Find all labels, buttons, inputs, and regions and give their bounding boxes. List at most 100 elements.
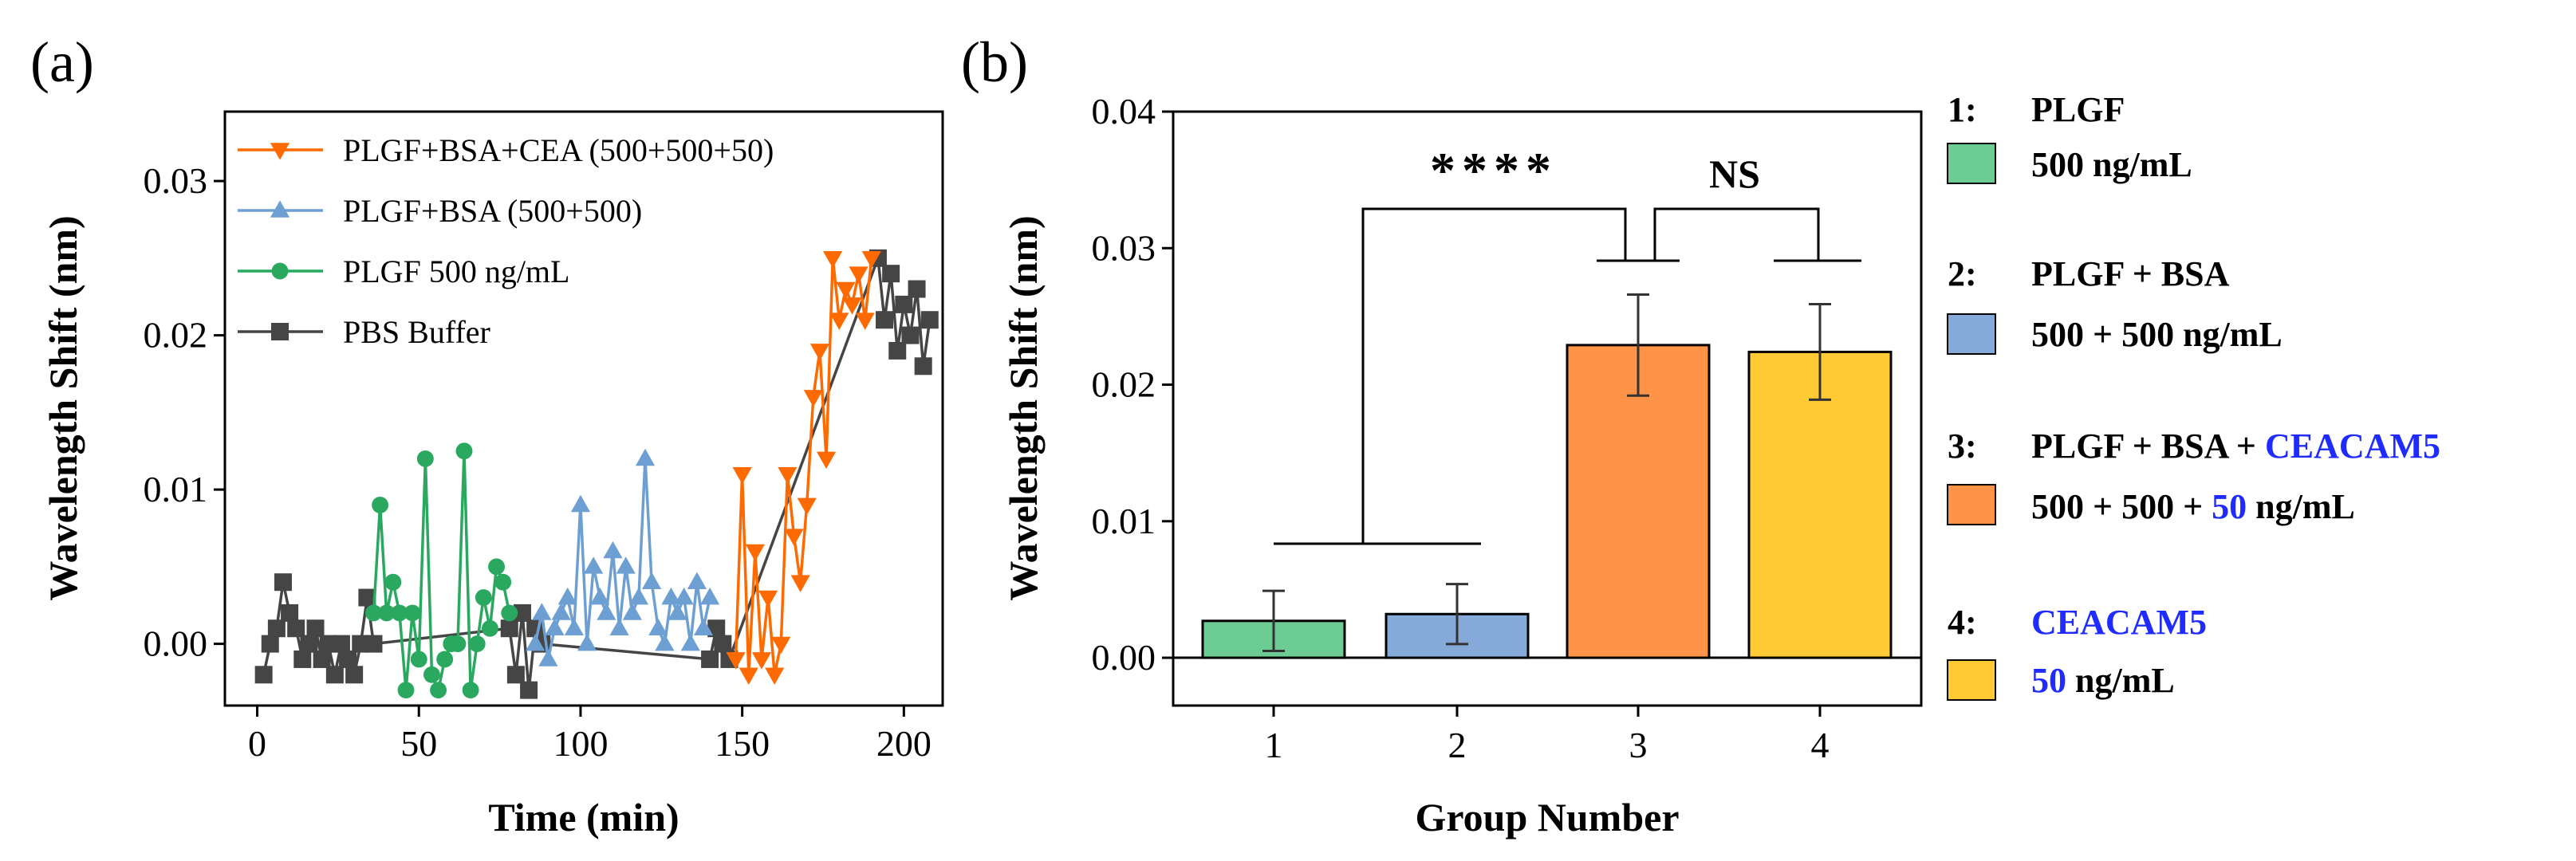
data-point [372, 496, 389, 513]
data-point [751, 652, 772, 670]
chart-a-x-ticks: 0 50 100 150 200 [248, 706, 932, 764]
x-tick-label: 2 [1448, 725, 1467, 765]
x-tick-label: 200 [876, 723, 932, 764]
x-tick-label: 4 [1811, 725, 1830, 765]
data-point [609, 618, 629, 636]
x-tick-label: 0 [248, 723, 266, 764]
data-point [816, 451, 837, 470]
data-point [378, 604, 396, 622]
legend-label: PLGF+BSA+CEA (500+500+50) [343, 132, 774, 168]
data-point [365, 604, 382, 622]
key-item-3: 3: PLGF + BSA + CEACAM5 500 + 500 + 50 n… [1947, 427, 2440, 526]
data-point [410, 651, 427, 668]
key-swatch [1947, 659, 1996, 701]
data-point [577, 633, 597, 651]
x-tick-label: 50 [400, 723, 437, 764]
key-name: CEACAM5 [2031, 603, 2207, 642]
data-point [849, 266, 869, 284]
x-tick-label: 100 [553, 723, 608, 764]
data-point [914, 357, 932, 375]
data-point [726, 652, 746, 670]
data-point [823, 251, 843, 269]
key-concentration: 50 ng/mL [2031, 661, 2175, 700]
key-swatch [1947, 313, 1996, 355]
data-point [281, 603, 299, 622]
y-tick-label: 0.02 [144, 315, 208, 356]
legend-item: PLGF+BSA+CEA (500+500+50) [238, 132, 774, 168]
data-point [778, 466, 798, 485]
key-name: PLGF [2031, 90, 2125, 129]
data-point [384, 573, 402, 591]
data-point [339, 650, 357, 668]
data-point [882, 265, 900, 283]
legend-marker [270, 200, 290, 218]
data-point [404, 604, 421, 622]
series-line [534, 458, 711, 660]
data-point [300, 635, 318, 653]
data-point [895, 295, 913, 313]
chart-b: **** NS 1 2 3 4 0.00 0.01 0.02 0.03 0.04 Group … [1001, 91, 1923, 839]
chart-a-series [254, 249, 939, 699]
data-point [642, 572, 662, 589]
significance-label: **** [1430, 142, 1558, 199]
key-name: PLGF + BSA [2031, 254, 2230, 293]
legend-item: PBS Buffer [238, 314, 490, 350]
data-point [707, 619, 726, 638]
data-point [628, 587, 649, 605]
x-tick-label: 150 [715, 723, 770, 764]
data-point [481, 619, 498, 637]
data-point [584, 556, 604, 574]
data-point [842, 297, 862, 315]
data-point [570, 494, 591, 513]
error-bar [1262, 589, 1285, 652]
key-item-4: 4: CEACAM5 50 ng/mL [1947, 603, 2207, 701]
data-point [532, 603, 552, 620]
chart-b-x-ticks: 1 2 3 4 [1265, 706, 1830, 765]
group-key: 1: PLGF 500 ng/mL 2: PLGF + BSA 500 + 50… [1947, 90, 2440, 701]
data-point [784, 529, 804, 546]
legend-marker [270, 143, 290, 160]
chart-a-y-ticks: 0.00 0.01 0.02 0.03 [144, 160, 225, 664]
key-name: PLGF + BSA + CEACAM5 [2031, 427, 2440, 466]
data-point [809, 344, 830, 361]
data-point [436, 651, 454, 668]
series-plgf-bsa-500-500- [526, 448, 720, 666]
series-pbs-buffer [254, 249, 939, 699]
key-number: 1: [1948, 90, 1977, 129]
data-point [416, 450, 434, 467]
x-tick-label: 1 [1265, 725, 1283, 765]
panel-label-a: (a) [30, 30, 94, 94]
y-tick-label: 0.00 [144, 623, 208, 664]
data-point [668, 603, 687, 620]
data-point [855, 313, 875, 330]
data-point [430, 682, 447, 699]
data-point [908, 280, 926, 298]
data-point [267, 619, 286, 638]
data-point [635, 448, 656, 466]
chart-a: 0 50 100 150 200 0.00 0.01 0.02 0.03 Time (min)… [41, 110, 944, 839]
bracket-significance [1361, 207, 1627, 544]
data-point [603, 541, 623, 559]
data-point [391, 604, 408, 622]
data-point [449, 635, 467, 653]
key-swatch [1947, 143, 1996, 184]
data-point [687, 572, 707, 589]
data-point [829, 313, 849, 330]
data-point [364, 635, 383, 653]
bar-group-3 [1566, 344, 1711, 659]
data-point [622, 603, 642, 620]
data-point [551, 603, 571, 620]
chart-b-significance-brackets: **** NS [1274, 142, 1861, 545]
data-point [254, 666, 273, 684]
data-point [655, 633, 675, 651]
data-point [680, 633, 700, 651]
data-point [313, 650, 331, 668]
chart-b-y-label: Wavelength Shift (nm) [1001, 215, 1046, 600]
y-tick-label: 0.01 [1092, 501, 1156, 541]
x-tick-label: 3 [1629, 725, 1648, 765]
data-point [545, 618, 565, 636]
chart-a-y-label: Wavelength Shift (nm) [41, 215, 85, 600]
data-point [661, 587, 681, 605]
data-point [674, 587, 694, 605]
